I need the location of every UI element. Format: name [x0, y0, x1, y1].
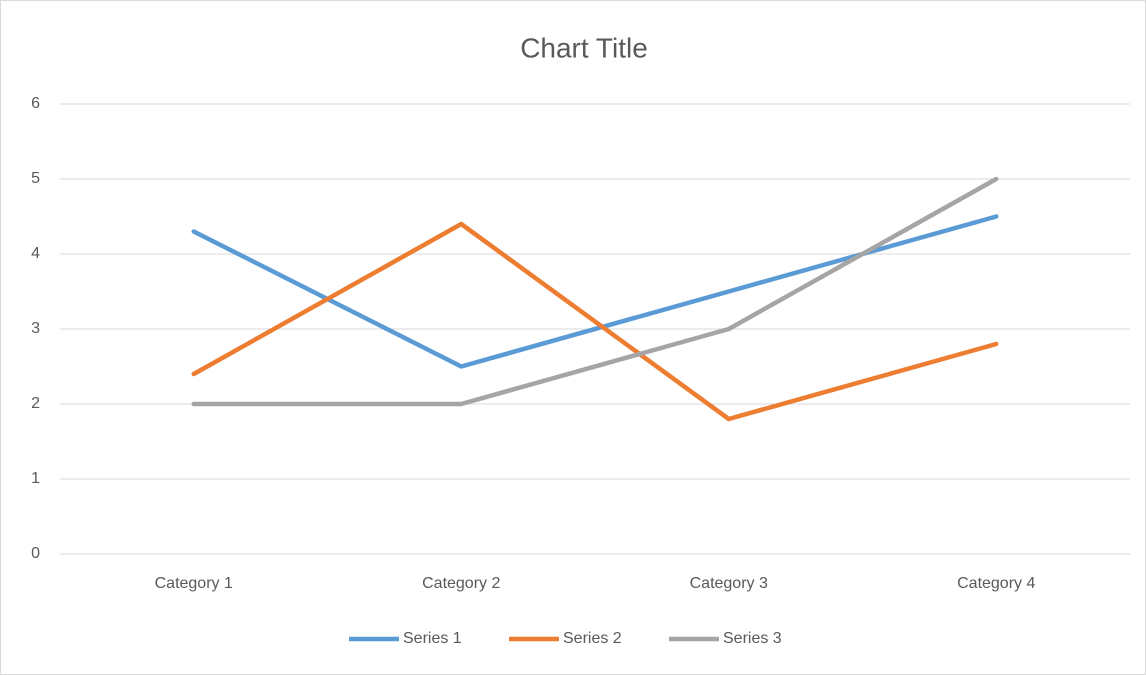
y-tick-label: 5 [31, 170, 40, 187]
x-tick-label: Category 1 [155, 575, 233, 592]
y-tick-label: 6 [31, 95, 40, 112]
x-tick-label: Category 2 [422, 575, 500, 592]
y-tick-label: 2 [31, 395, 40, 412]
legend-label: Series 3 [723, 630, 782, 647]
legend-label: Series 1 [403, 630, 462, 647]
y-tick-label: 1 [31, 470, 40, 487]
legend-label: Series 2 [563, 630, 622, 647]
x-tick-label: Category 3 [690, 575, 768, 592]
series-line [191, 176, 999, 407]
chart-title: Chart Title [520, 32, 648, 63]
series-line [191, 221, 999, 422]
y-tick-label: 0 [31, 545, 40, 562]
x-tick-label: Category 4 [957, 575, 1035, 592]
y-tick-label: 3 [31, 320, 40, 337]
y-tick-label: 4 [31, 245, 40, 262]
